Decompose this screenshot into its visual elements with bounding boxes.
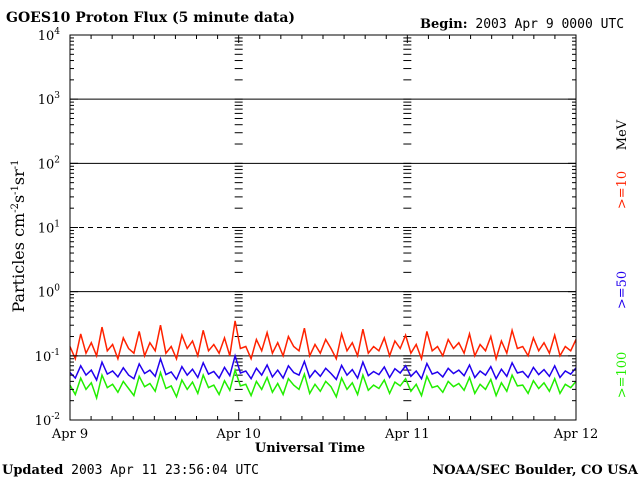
legend-ge10: >=10	[615, 171, 630, 209]
y-tick-label: 102	[38, 155, 60, 172]
y-axis-label: Particles cm-2s-1sr-1	[9, 159, 28, 312]
x-tick-label: Apr 11	[384, 427, 430, 442]
x-axis: Apr 9 Apr 10 Apr 11 Apr 12	[51, 35, 598, 442]
legend: MeV >=10 >=50 >=100	[615, 119, 630, 398]
series-ge100	[69, 367, 577, 401]
y-tick-label: 10-2	[35, 412, 60, 429]
series-ge50	[69, 353, 577, 382]
y-tick-label: 10-1	[35, 348, 60, 365]
legend-unit: MeV	[615, 119, 630, 150]
x-tick-label: Apr 12	[553, 427, 599, 442]
x-axis-label: Universal Time	[255, 441, 365, 456]
legend-ge100: >=100	[615, 352, 630, 399]
y-tick-label: 100	[38, 284, 61, 301]
begin-time: Begin: 2003 Apr 9 0000 UTC	[420, 17, 624, 32]
y-tick-label: 104	[38, 27, 61, 44]
series-ge10	[69, 320, 577, 362]
x-tick-label: Apr 9	[51, 427, 88, 442]
series-layer	[69, 320, 577, 401]
chart-title: GOES10 Proton Flux (5 minute data)	[6, 10, 295, 26]
y-tick-label: 101	[38, 220, 60, 237]
y-axis: 10-2 10-1 100 101 102 103 104	[35, 27, 576, 429]
updated-time: Updated 2003 Apr 11 23:56:04 UTC	[2, 463, 259, 478]
y-tick-label: 103	[38, 91, 61, 108]
grid-lines	[70, 37, 576, 421]
legend-ge50: >=50	[615, 271, 630, 309]
x-tick-label: Apr 10	[215, 427, 261, 442]
credit: NOAA/SEC Boulder, CO USA	[432, 463, 639, 478]
